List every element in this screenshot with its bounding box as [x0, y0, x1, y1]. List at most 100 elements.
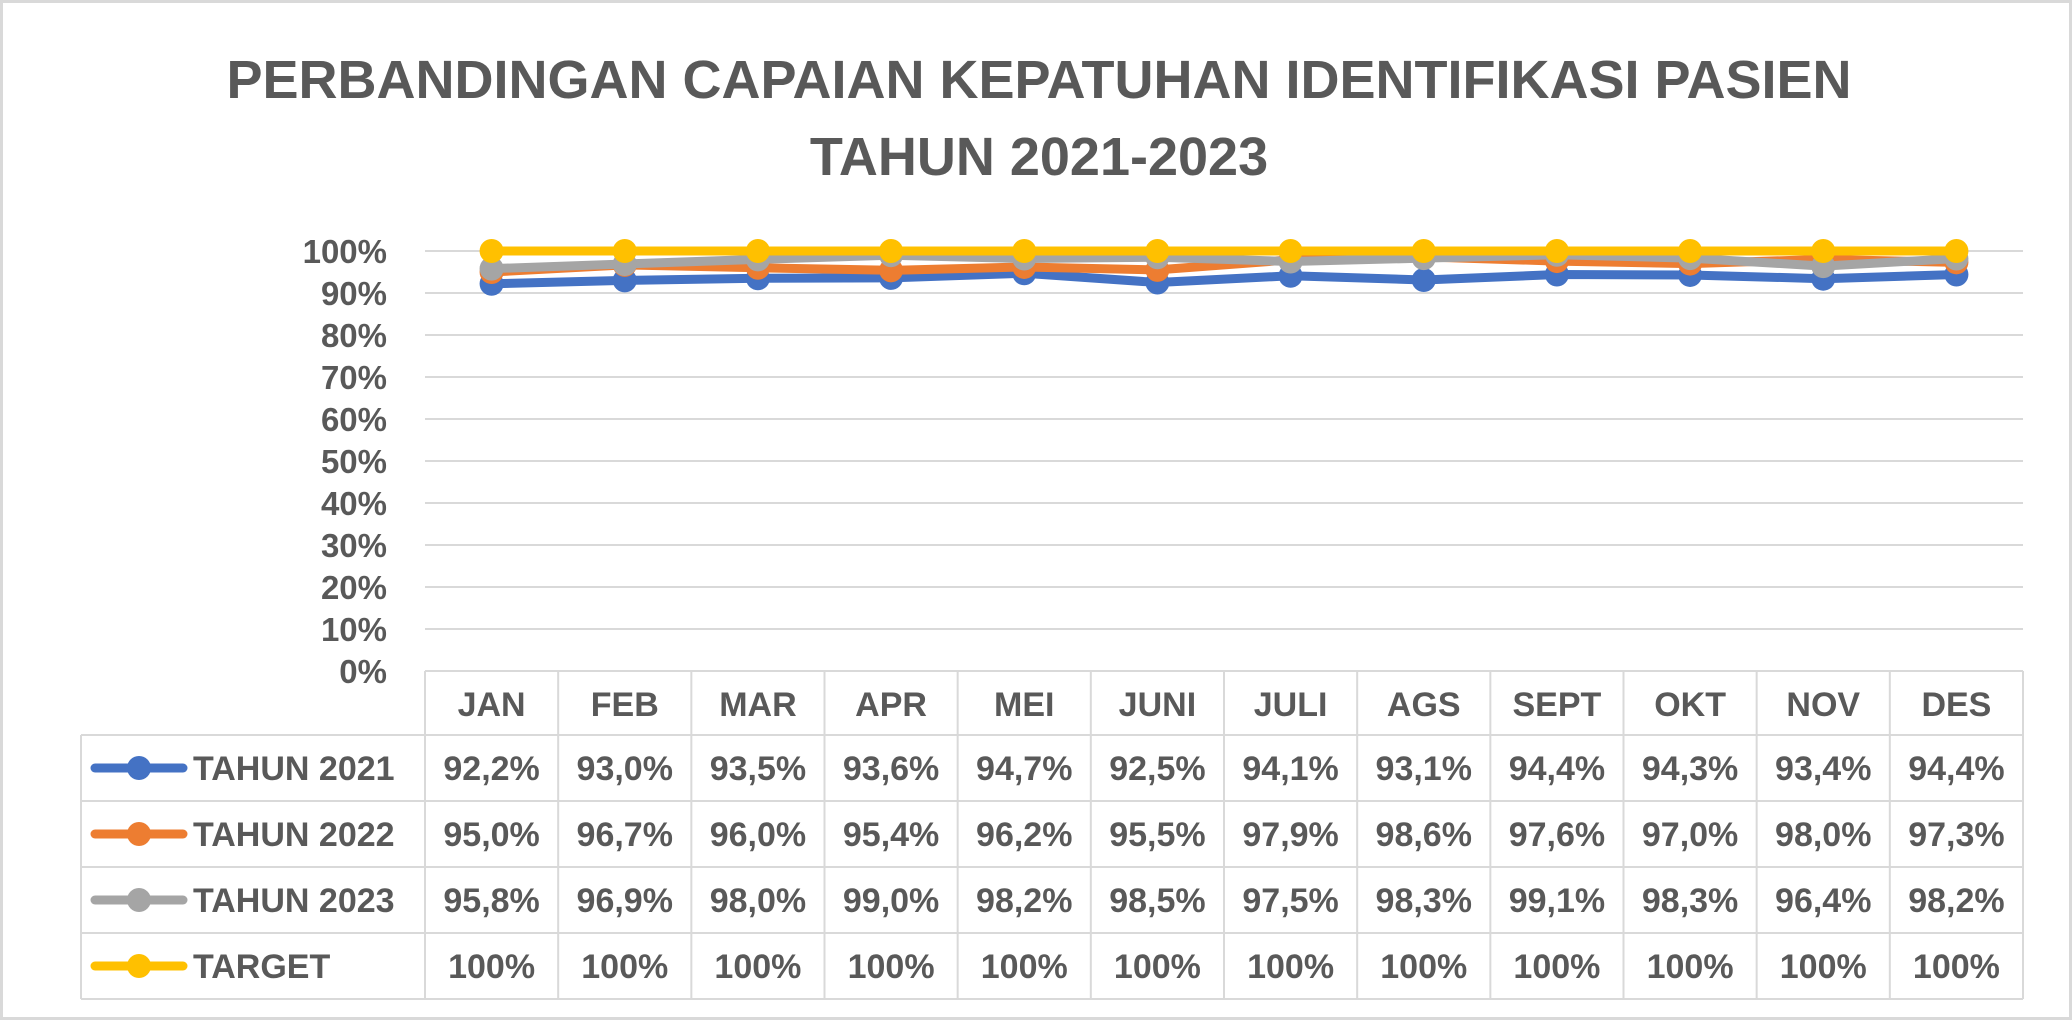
data-label: 94,4% — [1509, 750, 1605, 788]
series-name: TARGET — [193, 948, 330, 986]
legend-key-marker — [127, 888, 151, 912]
chart-title: PERBANDINGAN CAPAIAN KEPATUHAN IDENTIFIK… — [226, 50, 1851, 110]
data-label: 98,3% — [1376, 882, 1472, 920]
y-tick-label: 30% — [321, 527, 387, 564]
data-label: 97,6% — [1509, 816, 1605, 854]
data-point — [1544, 239, 1569, 263]
category-label: OKT — [1654, 686, 1726, 724]
data-point — [1811, 239, 1836, 263]
y-tick-label: 10% — [321, 611, 387, 648]
data-label: 95,5% — [1109, 816, 1205, 854]
y-tick-label: 90% — [321, 275, 387, 312]
data-point — [1012, 239, 1037, 263]
chart-subtitle: TAHUN 2021-2023 — [810, 127, 1268, 187]
category-label: FEB — [591, 686, 659, 724]
data-label: 100% — [448, 948, 535, 986]
data-label: 100% — [1380, 948, 1467, 986]
data-label: 94,7% — [976, 750, 1072, 788]
data-point — [1411, 267, 1436, 292]
data-label: 100% — [714, 948, 801, 986]
data-label: 92,2% — [443, 750, 539, 788]
data-label: 98,2% — [976, 882, 1072, 920]
category-label: APR — [855, 686, 927, 724]
data-label: 95,8% — [443, 882, 539, 920]
category-label: DES — [1921, 686, 1991, 724]
data-label: 98,6% — [1376, 816, 1472, 854]
data-point — [1145, 239, 1170, 263]
data-label: 95,4% — [843, 816, 939, 854]
data-label: 96,0% — [710, 816, 806, 854]
data-label: 97,5% — [1242, 882, 1338, 920]
y-tick-label: 40% — [321, 485, 387, 522]
series-name: TAHUN 2021 — [193, 750, 395, 788]
legend-key-marker — [127, 954, 151, 978]
data-label: 100% — [1513, 948, 1600, 986]
data-label: 100% — [981, 948, 1068, 986]
series-name: TAHUN 2023 — [193, 882, 395, 920]
data-label: 96,4% — [1775, 882, 1871, 920]
data-label: 98,2% — [1908, 882, 2004, 920]
y-axis-ticks: 0% 10% 20% 30% 40% 50% 60% 70% 80% 90% 100% — [303, 233, 387, 690]
data-label: 98,3% — [1642, 882, 1738, 920]
data-label: 100% — [1247, 948, 1334, 986]
data-point — [879, 239, 904, 263]
data-label: 93,0% — [577, 750, 673, 788]
y-tick-label: 20% — [321, 569, 387, 606]
data-table: JAN FEB MAR APR MEI JUNI JULI AGS SEPT OKT NOV DES T… — [80, 670, 2024, 1000]
data-label: 98,0% — [710, 882, 806, 920]
data-label: 100% — [1114, 948, 1201, 986]
data-label: 96,2% — [976, 816, 1072, 854]
data-label: 100% — [1780, 948, 1867, 986]
data-label: 97,9% — [1242, 816, 1338, 854]
series-layer — [479, 239, 1969, 296]
legend-key-marker — [127, 822, 151, 846]
category-label: MEI — [994, 686, 1054, 724]
data-label: 93,6% — [843, 750, 939, 788]
data-point — [1411, 239, 1436, 263]
data-label: 100% — [581, 948, 668, 986]
data-label: 97,0% — [1642, 816, 1738, 854]
category-label: AGS — [1387, 686, 1461, 724]
category-label: MAR — [719, 686, 796, 724]
data-point — [612, 239, 637, 263]
data-point — [1278, 239, 1303, 263]
series-name: TAHUN 2022 — [193, 816, 395, 854]
data-point — [479, 256, 504, 281]
legend-key-marker — [127, 756, 151, 780]
data-label: 92,5% — [1109, 750, 1205, 788]
y-tick-label: 100% — [303, 233, 387, 270]
data-label: 93,4% — [1775, 750, 1871, 788]
category-label: JAN — [458, 686, 526, 724]
data-label: 100% — [1913, 948, 2000, 986]
category-label: JULI — [1254, 686, 1328, 724]
data-point — [745, 239, 770, 263]
data-label: 99,1% — [1509, 882, 1605, 920]
series-line — [487, 268, 1961, 289]
grid-layer — [425, 250, 2023, 630]
data-label: 97,3% — [1908, 816, 2004, 854]
y-tick-label: 70% — [321, 359, 387, 396]
data-label: 93,1% — [1376, 750, 1472, 788]
data-label: 98,0% — [1775, 816, 1871, 854]
data-point — [1944, 239, 1969, 263]
chart-svg: PERBANDINGAN CAPAIAN KEPATUHAN IDENTIFIK… — [80, 50, 2024, 1000]
data-label: 93,5% — [710, 750, 806, 788]
y-tick-label: 0% — [339, 653, 387, 690]
y-tick-label: 80% — [321, 317, 387, 354]
y-tick-label: 60% — [321, 401, 387, 438]
category-label: NOV — [1786, 686, 1860, 724]
data-label: 94,4% — [1908, 750, 2004, 788]
data-label: 95,0% — [443, 816, 539, 854]
data-label: 94,3% — [1642, 750, 1738, 788]
data-label: 99,0% — [843, 882, 939, 920]
data-label: 96,7% — [577, 816, 673, 854]
category-label: SEPT — [1513, 686, 1602, 724]
data-point — [479, 239, 504, 263]
data-label: 94,1% — [1242, 750, 1338, 788]
data-label: 100% — [848, 948, 935, 986]
data-label: 100% — [1647, 948, 1734, 986]
data-label: 98,5% — [1109, 882, 1205, 920]
data-label: 96,9% — [577, 882, 673, 920]
y-tick-label: 50% — [321, 443, 387, 480]
